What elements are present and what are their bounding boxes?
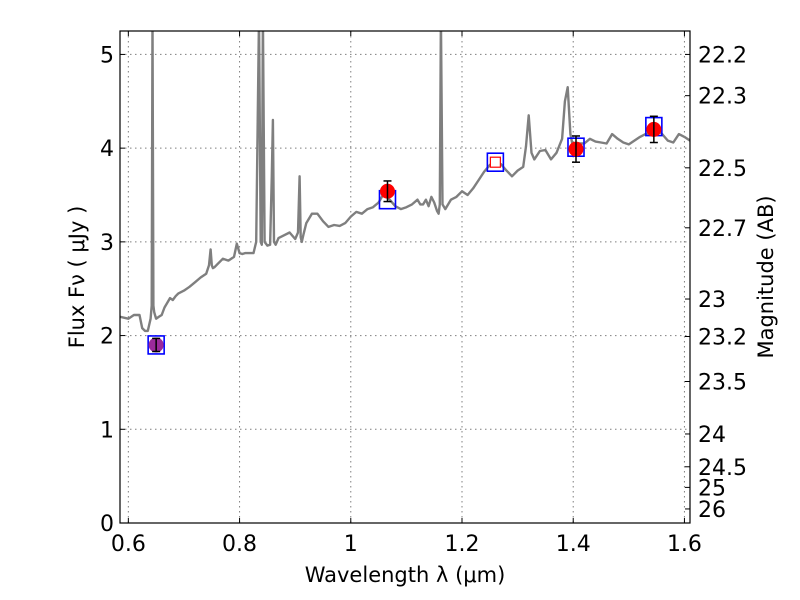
model-photometry-square — [486, 152, 505, 172]
y2-tick-label: 23.5 — [698, 370, 747, 395]
y2-axis-label: Magnitude (AB) — [754, 195, 778, 358]
y-tick-label: 0 — [100, 512, 114, 537]
y2-tick-label: 23 — [698, 288, 726, 313]
y2-tick-label: 23.2 — [698, 326, 747, 351]
y2-tick-label: 22.7 — [698, 217, 747, 242]
x-tick-label: 1.4 — [556, 532, 591, 557]
grid-lines — [120, 31, 690, 524]
y-tick-label: 5 — [100, 43, 114, 68]
x-tick-label: 1 — [344, 532, 358, 557]
y-axis-label: Flux Fν ( μJy ) — [65, 206, 89, 349]
x-tick-label: 1.2 — [445, 532, 480, 557]
x-axis-label: Wavelength λ (μm) — [305, 563, 506, 587]
x-tick-label: 0.8 — [222, 532, 257, 557]
y2-tick-label: 26 — [698, 498, 726, 523]
y2-tick-label: 24.5 — [698, 456, 747, 481]
missing-band-marker — [489, 156, 501, 168]
y2-tick-label: 22.3 — [698, 85, 747, 110]
y2-tick-label: 24 — [698, 423, 726, 448]
x-tick-label: 0.6 — [111, 532, 146, 557]
y-tick-label: 3 — [100, 231, 114, 256]
y2-tick-label: 22.2 — [698, 43, 747, 68]
plot-frame — [119, 30, 691, 524]
x-tick-label: 1.6 — [667, 532, 702, 557]
y-tick-label: 4 — [100, 137, 114, 162]
y2-tick-label: 25 — [698, 476, 726, 501]
plot-area — [120, 31, 690, 355]
y-tick-label: 1 — [100, 418, 114, 443]
y2-tick-label: 22.5 — [698, 157, 747, 182]
spectrum-line — [120, 31, 690, 333]
y-tick-label: 2 — [100, 325, 114, 350]
model-photometry-square — [147, 335, 165, 355]
